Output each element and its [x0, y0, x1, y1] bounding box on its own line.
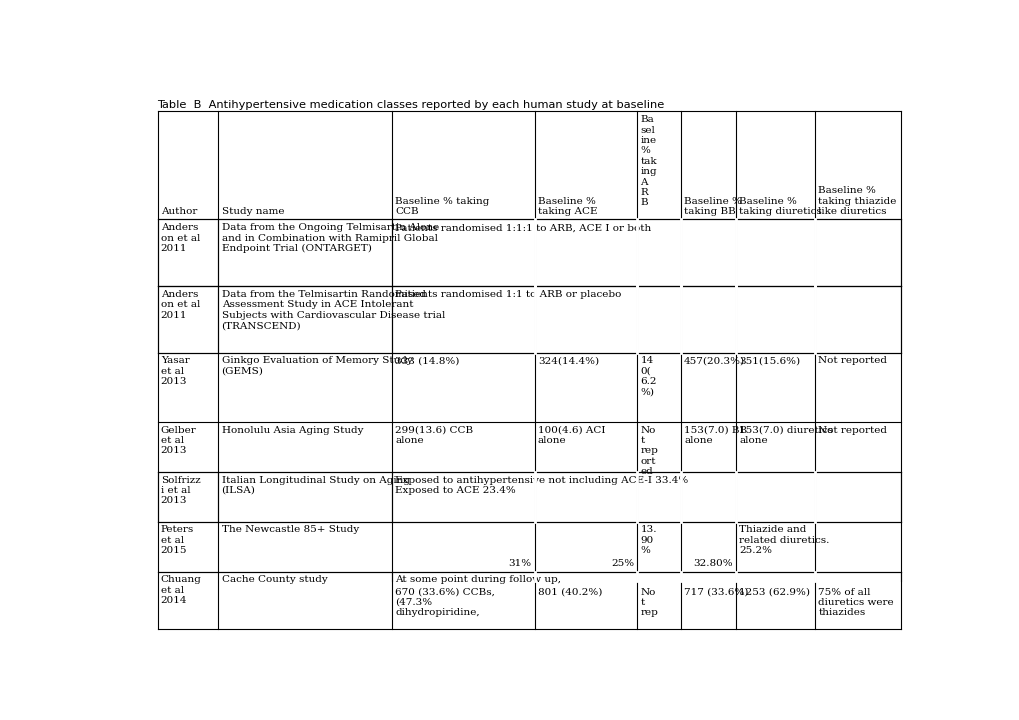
Text: 31%: 31%: [507, 559, 531, 568]
Text: 801 (40.2%): 801 (40.2%): [537, 588, 601, 597]
Text: 351(15.6%): 351(15.6%): [739, 356, 800, 365]
Text: 670 (33.6%) CCBs,
(47.3%
dihydropiridine,: 670 (33.6%) CCBs, (47.3% dihydropiridine…: [395, 588, 495, 617]
Text: Solfrizz
i et al
2013: Solfrizz i et al 2013: [161, 476, 201, 505]
Text: 324(14.4%): 324(14.4%): [537, 356, 598, 365]
Text: 75% of all
diuretics were
thiazides: 75% of all diuretics were thiazides: [817, 588, 893, 617]
Text: Baseline %
taking diuretics: Baseline % taking diuretics: [739, 197, 821, 216]
Text: Italian Longitudinal Study on Aging
(ILSA): Italian Longitudinal Study on Aging (ILS…: [221, 476, 410, 495]
Text: 299(13.6) CCB
alone: 299(13.6) CCB alone: [395, 426, 473, 445]
Text: 14
0(
6.2
%): 14 0( 6.2 %): [640, 356, 656, 397]
Text: Anders
on et al
2011: Anders on et al 2011: [161, 223, 200, 253]
Text: Data from the Ongoing Telmisartin Alone
and in Combination with Ramipril Global
: Data from the Ongoing Telmisartin Alone …: [221, 223, 438, 253]
Text: Ba
sel
ine
%
tak
ing
A
R
B: Ba sel ine % tak ing A R B: [640, 115, 656, 207]
Text: The Newcastle 85+ Study: The Newcastle 85+ Study: [221, 526, 359, 534]
Text: Baseline %
taking BB: Baseline % taking BB: [684, 197, 741, 216]
Text: Data from the Telmisartin Randomised
Assessment Study in ACE Intolerant
Subjects: Data from the Telmisartin Randomised Ass…: [221, 290, 444, 330]
Text: 13.
90
%: 13. 90 %: [640, 526, 656, 555]
Text: Thiazide and
related diuretics.
25.2%: Thiazide and related diuretics. 25.2%: [739, 526, 828, 555]
Text: Cache County study: Cache County study: [221, 575, 327, 585]
Text: Anders
on et al
2011: Anders on et al 2011: [161, 290, 200, 320]
Text: Patients randomised 1:1 to ARB or placebo: Patients randomised 1:1 to ARB or placeb…: [395, 290, 622, 299]
Text: Baseline %
taking thiazide
like diuretics: Baseline % taking thiazide like diuretic…: [817, 186, 896, 216]
Text: At some point during follow up,: At some point during follow up,: [395, 575, 560, 585]
Text: 153(7.0) diuretics
alone: 153(7.0) diuretics alone: [739, 426, 833, 445]
Text: 717 (33.6%): 717 (33.6%): [684, 588, 748, 597]
Text: Baseline %
taking ACE: Baseline % taking ACE: [537, 197, 597, 216]
Text: Chuang
et al
2014: Chuang et al 2014: [161, 575, 202, 606]
Text: Yasar
et al
2013: Yasar et al 2013: [161, 356, 190, 386]
Text: Honolulu Asia Aging Study: Honolulu Asia Aging Study: [221, 426, 363, 435]
Text: 153(7.0) BB
alone: 153(7.0) BB alone: [684, 426, 746, 445]
Text: Study name: Study name: [221, 207, 283, 216]
Text: 32.80%: 32.80%: [693, 559, 733, 568]
Text: 100(4.6) ACI
alone: 100(4.6) ACI alone: [537, 426, 604, 445]
Text: Author: Author: [161, 207, 197, 216]
Text: Peters
et al
2015: Peters et al 2015: [161, 526, 194, 555]
Text: 333 (14.8%): 333 (14.8%): [395, 356, 460, 365]
Text: Exposed to antihypertensive not including ACE-I 33.4%
Exposed to ACE 23.4%: Exposed to antihypertensive not includin…: [395, 476, 688, 495]
Text: Not reported: Not reported: [817, 426, 887, 435]
Text: Baseline % taking
CCB: Baseline % taking CCB: [395, 197, 489, 216]
Text: Ginkgo Evaluation of Memory Study
(GEMS): Ginkgo Evaluation of Memory Study (GEMS): [221, 356, 412, 376]
Text: Patients randomised 1:1:1 to ARB, ACE I or both: Patients randomised 1:1:1 to ARB, ACE I …: [395, 223, 651, 233]
Text: Not reported: Not reported: [817, 356, 887, 365]
Text: 1253 (62.9%): 1253 (62.9%): [739, 588, 809, 597]
Text: No
t
rep
ort
ed: No t rep ort ed: [640, 426, 657, 477]
Text: Table  B  Antihypertensive medication classes reported by each human study at ba: Table B Antihypertensive medication clas…: [157, 100, 664, 110]
Text: 25%: 25%: [610, 559, 634, 568]
Text: Gelber
et al
2013: Gelber et al 2013: [161, 426, 197, 456]
Text: No
t
rep: No t rep: [640, 588, 657, 617]
Text: 457(20.3%): 457(20.3%): [684, 356, 745, 365]
